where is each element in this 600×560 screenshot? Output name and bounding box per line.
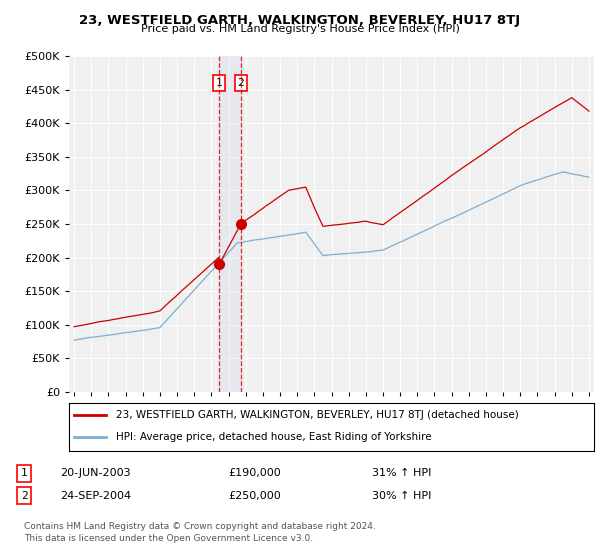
Text: 20-JUN-2003: 20-JUN-2003 — [60, 468, 131, 478]
Text: 30% ↑ HPI: 30% ↑ HPI — [372, 491, 431, 501]
Text: 1: 1 — [216, 78, 223, 88]
Text: 31% ↑ HPI: 31% ↑ HPI — [372, 468, 431, 478]
Text: 1: 1 — [20, 468, 28, 478]
Text: 23, WESTFIELD GARTH, WALKINGTON, BEVERLEY, HU17 8TJ (detached house): 23, WESTFIELD GARTH, WALKINGTON, BEVERLE… — [116, 410, 519, 420]
Text: HPI: Average price, detached house, East Riding of Yorkshire: HPI: Average price, detached house, East… — [116, 432, 432, 442]
Text: £250,000: £250,000 — [228, 491, 281, 501]
Text: 24-SEP-2004: 24-SEP-2004 — [60, 491, 131, 501]
Text: This data is licensed under the Open Government Licence v3.0.: This data is licensed under the Open Gov… — [24, 534, 313, 543]
Bar — [219, 56, 241, 392]
Text: £190,000: £190,000 — [228, 468, 281, 478]
Text: 2: 2 — [20, 491, 28, 501]
Text: Price paid vs. HM Land Registry's House Price Index (HPI): Price paid vs. HM Land Registry's House … — [140, 24, 460, 34]
Text: 23, WESTFIELD GARTH, WALKINGTON, BEVERLEY, HU17 8TJ: 23, WESTFIELD GARTH, WALKINGTON, BEVERLE… — [79, 14, 521, 27]
Text: 2: 2 — [238, 78, 244, 88]
Text: Contains HM Land Registry data © Crown copyright and database right 2024.: Contains HM Land Registry data © Crown c… — [24, 522, 376, 531]
